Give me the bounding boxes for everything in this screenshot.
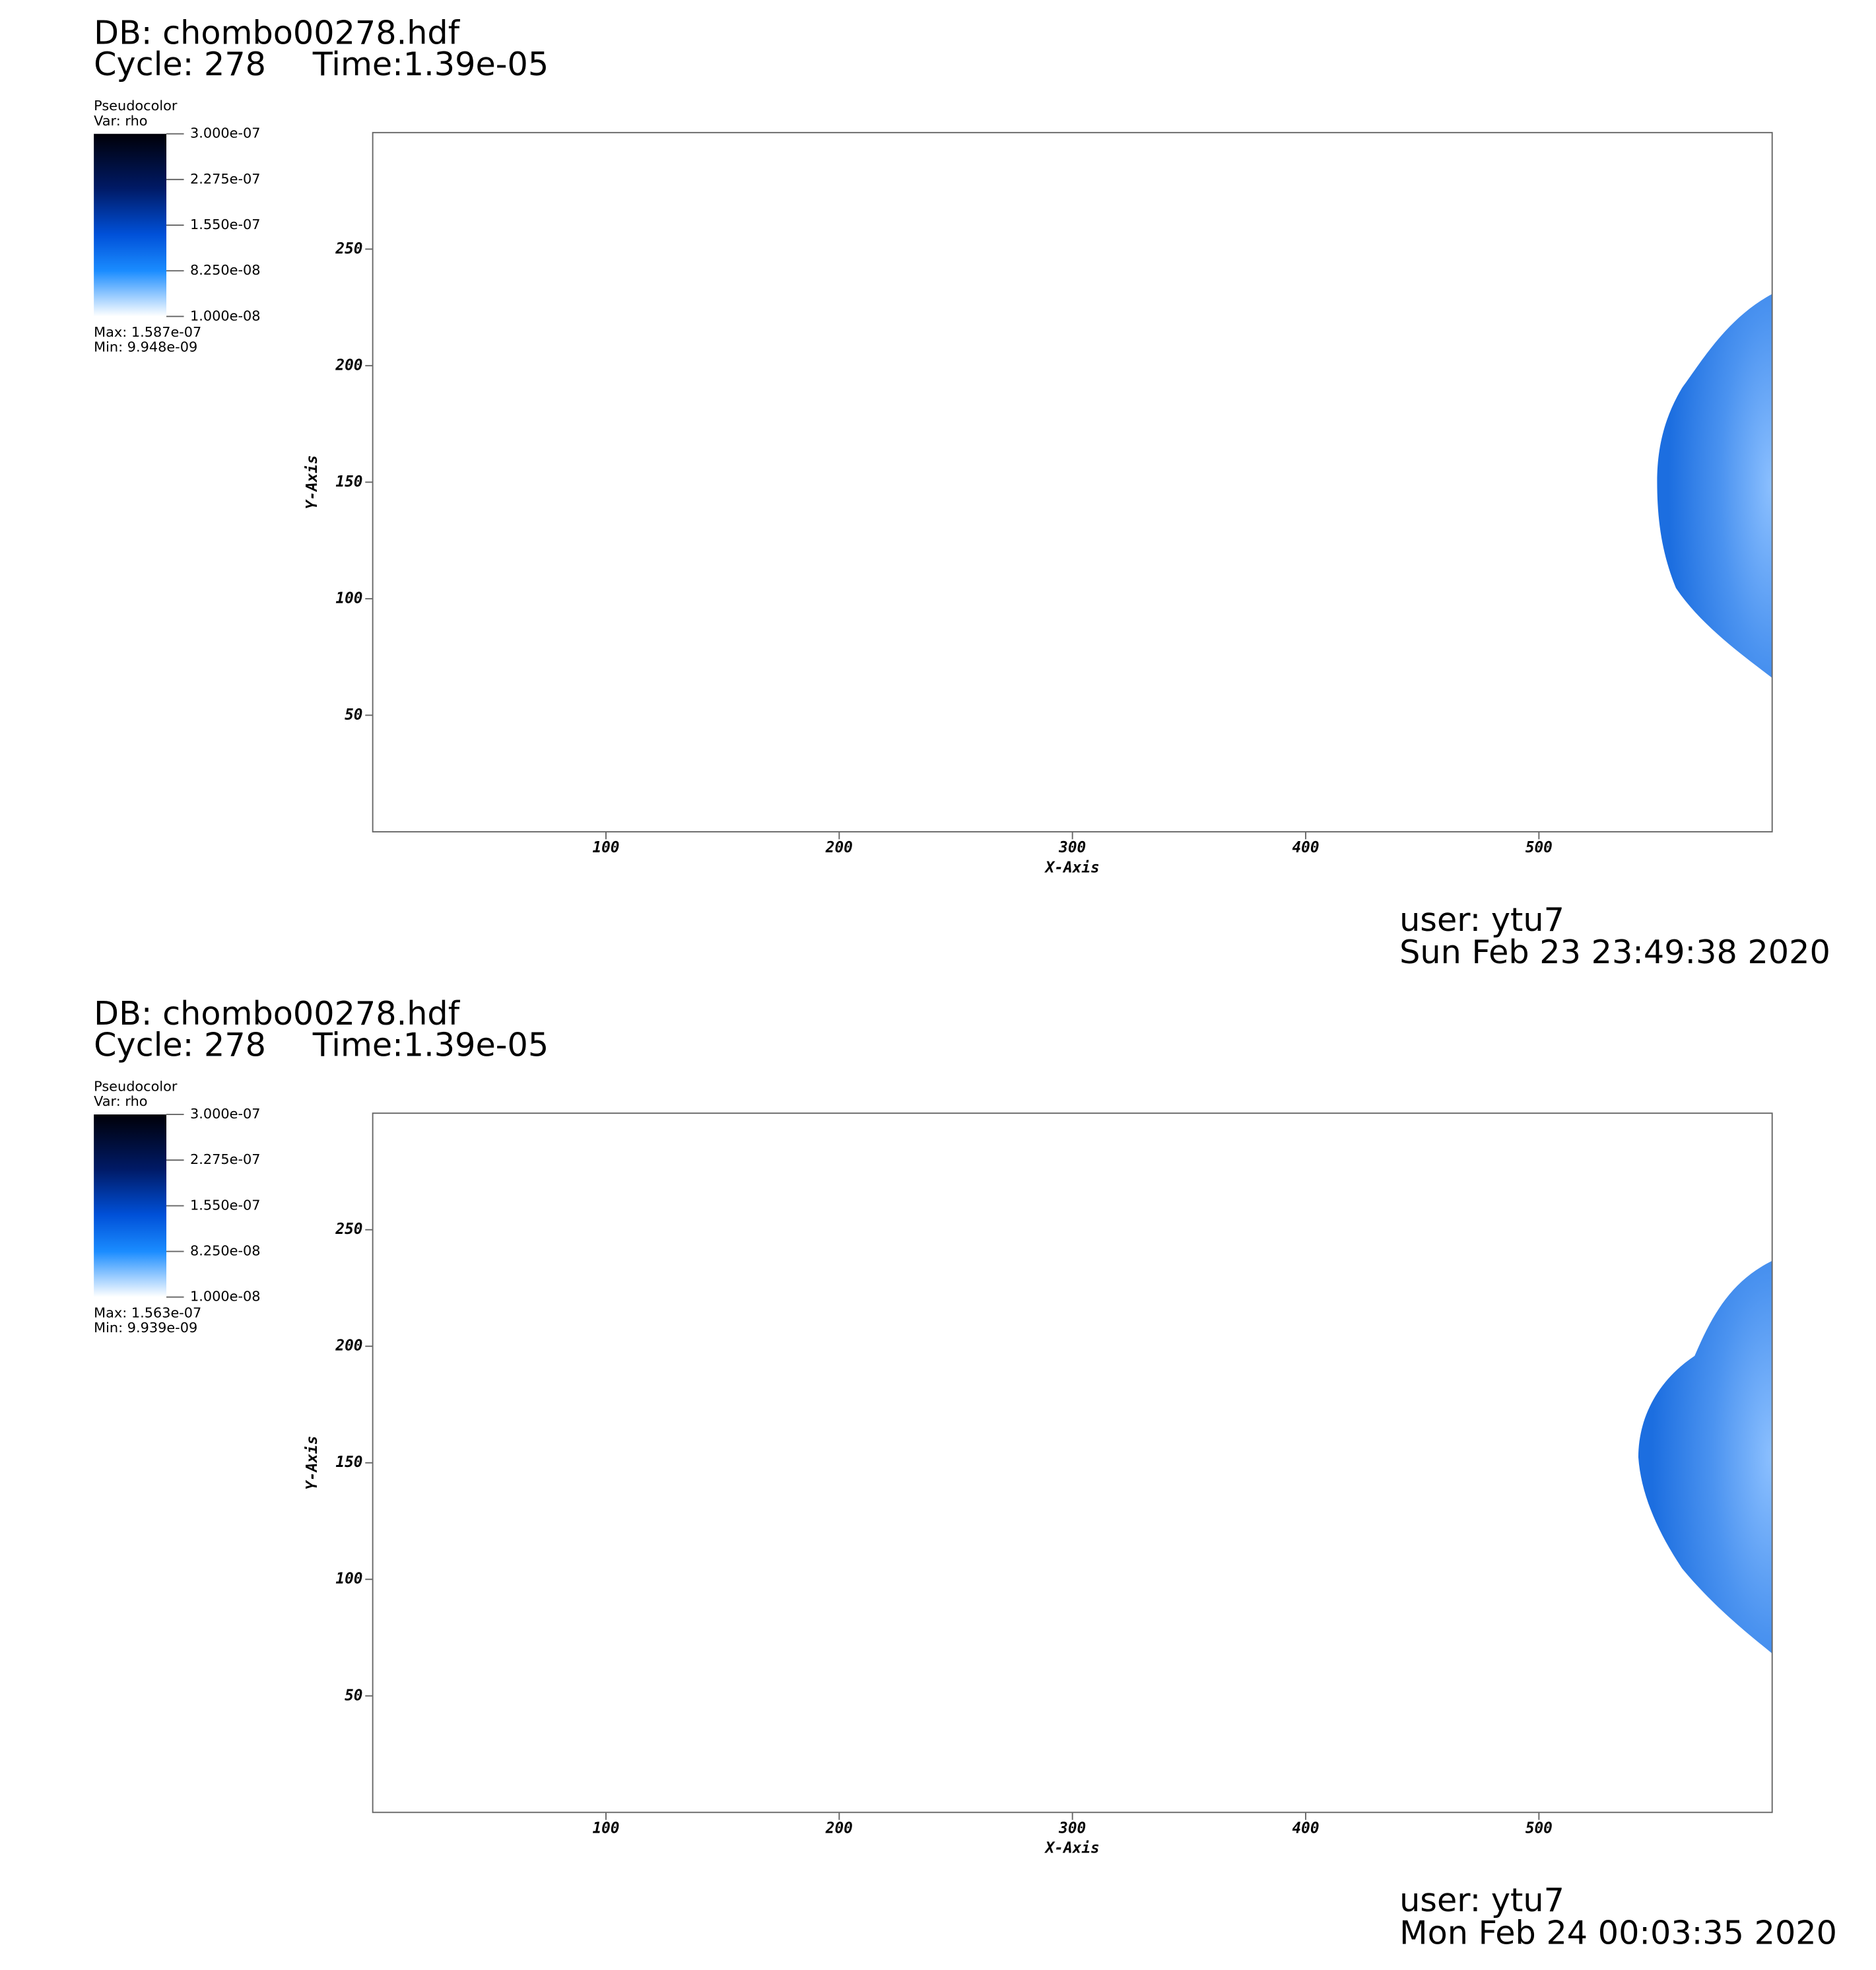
density-field [1657, 294, 1772, 678]
x-tick-label: 400 [1292, 1819, 1319, 1837]
y-tick-label: 250 [335, 240, 362, 257]
x-tick-label: 100 [592, 839, 619, 856]
y-tick-label: 200 [335, 1338, 362, 1355]
colorbar-tick-label: 1.000e-08 [190, 308, 260, 323]
colorbar-tick-label: 3.000e-07 [190, 125, 260, 141]
db-label: DB: chombo00278.hdf [94, 14, 461, 52]
legend-min: Min: 9.939e-09 [94, 1320, 197, 1336]
user-label: user: ytu7 [1399, 1881, 1564, 1919]
plot-frame [372, 1112, 1773, 1814]
legend-var: Var: rho [94, 1093, 147, 1109]
colorbar-tick-label: 8.250e-08 [190, 1243, 260, 1259]
y-tick-label: 150 [335, 473, 362, 491]
x-tick-label: 500 [1525, 1819, 1553, 1837]
legend-min: Min: 9.948e-09 [94, 339, 197, 355]
y-tick-label: 50 [345, 706, 362, 724]
x-tick-label: 200 [825, 839, 853, 856]
y-axis-label: Y-Axis [304, 455, 321, 509]
colorbar-tick-label: 8.250e-08 [190, 262, 260, 278]
legend-max: Max: 1.587e-07 [94, 324, 201, 340]
y-tick-label: 150 [335, 1454, 362, 1471]
x-tick-label: 100 [592, 1819, 619, 1837]
cycle-label: Cycle: 278 [94, 45, 266, 83]
colorbar-tick-label: 3.000e-07 [190, 1106, 260, 1122]
legend-max: Max: 1.563e-07 [94, 1305, 201, 1320]
db-label: DB: chombo00278.hdf [94, 994, 461, 1033]
colorbar-tick-label: 1.000e-08 [190, 1289, 260, 1305]
date-label: Sun Feb 23 23:49:38 2020 [1399, 933, 1830, 971]
x-axis-label: X-Axis [1044, 1840, 1100, 1857]
date-label: Mon Feb 24 00:03:35 2020 [1399, 1913, 1837, 1952]
legend-title: Pseudocolor [94, 98, 178, 114]
colorbar-tick-label: 1.550e-07 [190, 1197, 260, 1213]
colorbar-tick-label: 2.275e-07 [190, 171, 260, 187]
y-tick-label: 100 [335, 590, 362, 607]
x-axis-label: X-Axis [1044, 859, 1100, 876]
y-tick-label: 250 [335, 1221, 362, 1238]
time-label: Time:1.39e-05 [312, 45, 549, 83]
y-tick-label: 200 [335, 357, 362, 374]
y-axis-label: Y-Axis [304, 1436, 321, 1490]
colorbar-tick-label: 2.275e-07 [190, 1151, 260, 1167]
legend-var: Var: rho [94, 113, 147, 129]
plot-frame [372, 131, 1773, 832]
x-tick-label: 300 [1058, 1819, 1086, 1837]
y-tick-label: 50 [345, 1687, 362, 1704]
y-tick-label: 100 [335, 1571, 362, 1588]
cycle-label: Cycle: 278 [94, 1025, 266, 1064]
user-label: user: ytu7 [1399, 900, 1564, 939]
time-label: Time:1.39e-05 [312, 1025, 549, 1064]
x-tick-label: 200 [825, 1819, 853, 1837]
x-tick-label: 300 [1058, 839, 1086, 856]
density-field [1638, 1260, 1772, 1654]
x-tick-label: 400 [1292, 839, 1319, 856]
legend-title: Pseudocolor [94, 1078, 178, 1094]
x-tick-label: 500 [1525, 839, 1553, 856]
colorbar-tick-label: 1.550e-07 [190, 217, 260, 232]
colorbar [94, 1114, 167, 1297]
colorbar [94, 133, 167, 317]
